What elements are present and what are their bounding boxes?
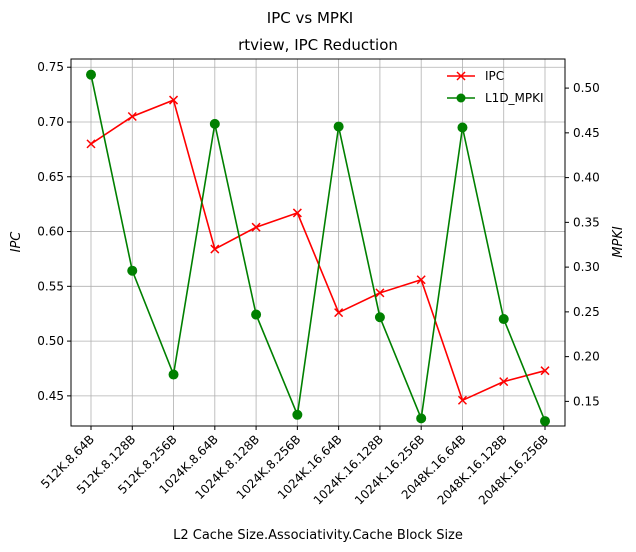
data-point-circle-marker [209, 118, 220, 129]
left-y-tick-label: 0.70 [37, 115, 64, 129]
right-y-tick-label: 0.30 [573, 260, 600, 274]
left-y-tick-label: 0.60 [37, 225, 64, 239]
left-y-tick-label: 0.45 [37, 389, 64, 403]
right-y-tick-label: 0.20 [573, 350, 600, 364]
data-point-circle-marker [374, 312, 385, 323]
data-point-x-marker [292, 208, 302, 218]
series-line-ipc [90, 99, 546, 402]
data-point-circle-marker [127, 265, 138, 276]
series-line-l1d-mpki [90, 74, 546, 422]
right-y-tick-label: 0.50 [573, 81, 600, 95]
data-point-circle-marker [416, 413, 427, 424]
plot-area: 0.45 0.50 0.55 0.60 0.65 0.70 0.75 0.15 0.20 0.25… [37, 58, 600, 507]
data-point-x-marker [416, 275, 426, 285]
right-y-tick-label: 0.15 [573, 394, 600, 408]
left-y-tick-label: 0.55 [37, 279, 64, 293]
x-tick-label: 2048K.16.128B [435, 432, 510, 507]
data-point-x-marker [334, 308, 344, 318]
data-point-circle-marker [540, 416, 550, 427]
data-point-circle-marker [86, 69, 96, 80]
legend-x-marker [456, 71, 466, 81]
chart-suptitle: IPC vs MPKI [267, 9, 353, 27]
left-y-tick-label: 0.50 [37, 334, 64, 348]
right-y-axis-label: MPKI [611, 226, 626, 258]
x-axis-label: L2 Cache Size.Associativity.Cache Block … [173, 528, 463, 543]
data-point-x-marker [127, 111, 137, 122]
left-y-tick-label: 0.65 [37, 170, 64, 184]
x-tick-label: 2048K.16.256B [476, 432, 551, 507]
data-point-circle-marker [292, 409, 303, 420]
data-point-circle-marker [168, 369, 179, 380]
legend-label: IPC [485, 69, 504, 83]
data-point-circle-marker [333, 121, 344, 132]
data-point-x-marker [540, 366, 550, 376]
data-point-x-marker [86, 139, 96, 149]
data-point-x-marker [210, 244, 220, 254]
data-point-x-marker [499, 377, 509, 387]
legend-circle-marker [456, 93, 466, 103]
data-point-x-marker [169, 95, 179, 105]
right-y-tick-label: 0.40 [573, 171, 600, 185]
right-y-tick-label: 0.45 [573, 126, 600, 140]
data-point-x-marker [375, 288, 385, 298]
legend-label: L1D_MPKI [485, 91, 544, 105]
right-y-tick-label: 0.35 [573, 215, 600, 229]
data-point-x-marker [251, 222, 261, 232]
data-point-circle-marker [251, 309, 262, 320]
left-y-tick-label: 0.75 [37, 60, 64, 74]
data-point-x-marker [457, 395, 467, 405]
right-y-tick-label: 0.25 [573, 305, 600, 319]
plot-frame [70, 58, 566, 427]
chart-title: rtview, IPC Reduction [238, 36, 398, 54]
left-y-axis-label: IPC [9, 231, 24, 253]
x-tick-label: 1024K.16.128B [311, 432, 386, 507]
data-point-circle-marker [498, 314, 509, 325]
data-point-circle-marker [457, 122, 468, 133]
x-tick-label: 1024K.16.256B [352, 432, 427, 507]
